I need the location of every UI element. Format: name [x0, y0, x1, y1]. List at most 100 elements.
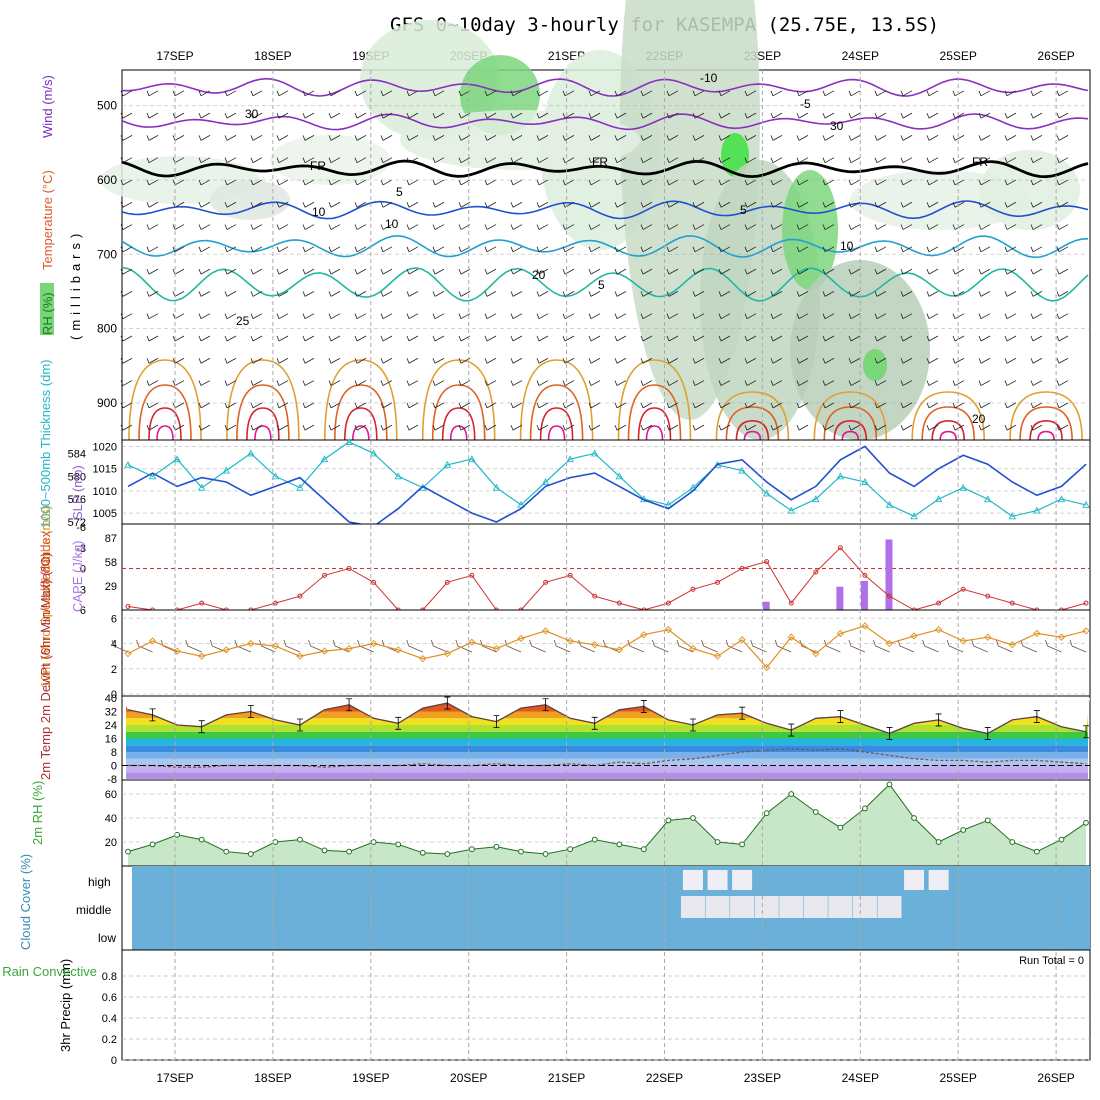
- rh2m-markers: [125, 781, 1089, 857]
- wind10-marker: [591, 641, 599, 649]
- wind-barb: [770, 291, 783, 297]
- wind-barb: [250, 224, 263, 230]
- thickness-marker: [320, 455, 329, 463]
- wind10-marker: [198, 652, 206, 660]
- wind-barb: [198, 224, 211, 230]
- wind-barb: [900, 268, 913, 275]
- pressure-tick: 900: [97, 396, 117, 410]
- wind-barb: [250, 402, 263, 409]
- li-marker: [764, 559, 770, 565]
- wind-barb: [874, 291, 887, 297]
- wind-barb: [692, 380, 705, 386]
- wind-barb: [1030, 268, 1043, 275]
- rh2m-marker: [763, 810, 770, 817]
- precip-ylabel: 3hr Precip (mm): [58, 959, 73, 1052]
- wind-barb: [562, 224, 575, 230]
- thickness-marker: [394, 472, 402, 480]
- wind-barb: [276, 135, 289, 141]
- wind-barb: [796, 112, 809, 119]
- thickness-marker: [296, 483, 304, 491]
- wind-barb: [1030, 135, 1043, 141]
- wind10-barb: [971, 639, 988, 653]
- wind-barb: [588, 402, 601, 409]
- wind-barb: [848, 246, 861, 253]
- wind10-barb: [652, 639, 669, 653]
- pressure-tick: 800: [97, 322, 117, 336]
- minmax-whisker: [1033, 710, 1040, 723]
- wind-barb: [1004, 291, 1017, 297]
- thickness-marker: [1082, 500, 1090, 508]
- wind-barb: [120, 380, 133, 386]
- wind-barb: [328, 380, 341, 386]
- wind-barb: [1004, 357, 1017, 364]
- thickness-marker: [566, 455, 574, 463]
- wind-barb: [250, 179, 263, 186]
- day-label-bottom: 26SEP: [1037, 1071, 1074, 1085]
- wind10-barb: [529, 639, 546, 653]
- wind-barb: [874, 135, 887, 141]
- wind-barb: [744, 90, 757, 97]
- wind-barb: [146, 291, 159, 297]
- wind-barb: [198, 357, 211, 364]
- wind-barb: [328, 157, 341, 164]
- wind-barb: [536, 313, 549, 320]
- wind-barb: [848, 335, 861, 342]
- wind-barb: [900, 157, 913, 164]
- wind-barb: [380, 402, 393, 409]
- wind-barb: [744, 224, 757, 230]
- wind-barb: [822, 112, 835, 119]
- wind10-tick: 6: [111, 613, 117, 625]
- day-label-bottom: 21SEP: [548, 1071, 585, 1085]
- wind-barb: [822, 157, 835, 164]
- wind-barb: [302, 224, 315, 230]
- wind-barb: [718, 335, 731, 342]
- li-marker: [788, 600, 794, 606]
- wind10-barb: [922, 639, 939, 653]
- wind-barb: [432, 313, 445, 320]
- wind-barb: [276, 402, 289, 409]
- wind-barb: [380, 201, 393, 208]
- thickness-marker: [541, 478, 550, 485]
- wind-barb: [770, 246, 783, 253]
- upper-wind-barbs: [120, 90, 1069, 431]
- day-label-top: 25SEP: [940, 49, 977, 63]
- wind-barb: [510, 224, 523, 230]
- wind-barb: [900, 291, 913, 297]
- wind-barb: [250, 424, 263, 431]
- cape-bar: [762, 601, 770, 610]
- wind-barb: [796, 135, 809, 141]
- wind-barb: [744, 380, 757, 386]
- wind-barb: [822, 402, 835, 409]
- wind-barb: [926, 291, 939, 297]
- li-tick: 0: [80, 564, 86, 576]
- wind-barb: [354, 402, 367, 409]
- wind-barb: [354, 179, 367, 186]
- wind-barb: [796, 313, 809, 320]
- warm-contour: [547, 425, 566, 441]
- wind-barb: [328, 268, 341, 275]
- thickness-marker: [468, 455, 476, 463]
- wind-barb: [770, 424, 783, 431]
- wind-barb: [302, 424, 315, 431]
- wind-barb: [978, 246, 991, 253]
- wind-barb: [640, 90, 653, 97]
- wind-barb: [692, 90, 705, 97]
- temp-band: [126, 731, 1088, 739]
- wind-barb: [744, 313, 757, 320]
- wind10-marker: [713, 652, 722, 660]
- wind-barb: [536, 424, 549, 431]
- warm-contour: [441, 407, 476, 441]
- wind-barb: [952, 157, 965, 164]
- wind-barb: [770, 201, 783, 208]
- wind-barb: [692, 313, 705, 320]
- wind10-barb: [848, 639, 866, 653]
- wind-barb: [380, 380, 393, 386]
- wind-barb: [588, 157, 601, 164]
- day-label-bottom: 19SEP: [352, 1071, 389, 1085]
- rh2m-marker: [198, 836, 205, 843]
- wind-barb: [952, 90, 965, 97]
- rh2m-marker: [714, 839, 721, 845]
- warm-contour: [324, 359, 398, 441]
- wind-barb: [276, 357, 289, 364]
